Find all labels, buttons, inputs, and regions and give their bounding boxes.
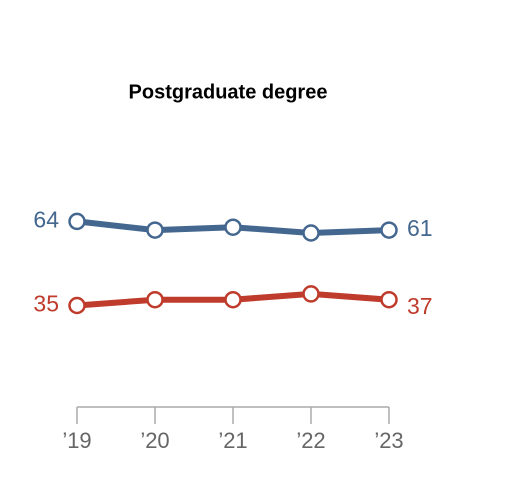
value-label: 37 xyxy=(407,293,433,319)
point xyxy=(224,290,242,309)
x-tick-label: ’19 xyxy=(62,428,91,453)
x-tick-label: ’22 xyxy=(296,428,325,453)
point xyxy=(380,290,398,309)
x-tick-label: ’21 xyxy=(218,428,247,453)
point xyxy=(68,296,86,315)
chart-title: Postgraduate degree xyxy=(129,81,328,103)
x-tick-label: ’23 xyxy=(374,428,403,453)
point xyxy=(146,221,164,239)
point xyxy=(302,285,320,303)
point xyxy=(68,212,86,231)
x-tick-label: ’20 xyxy=(140,428,169,453)
point xyxy=(224,218,242,236)
point xyxy=(302,224,320,242)
value-label: 35 xyxy=(33,291,59,317)
point xyxy=(146,290,164,309)
value-label: 64 xyxy=(33,206,59,232)
value-label: 61 xyxy=(407,215,433,241)
point xyxy=(380,221,398,239)
